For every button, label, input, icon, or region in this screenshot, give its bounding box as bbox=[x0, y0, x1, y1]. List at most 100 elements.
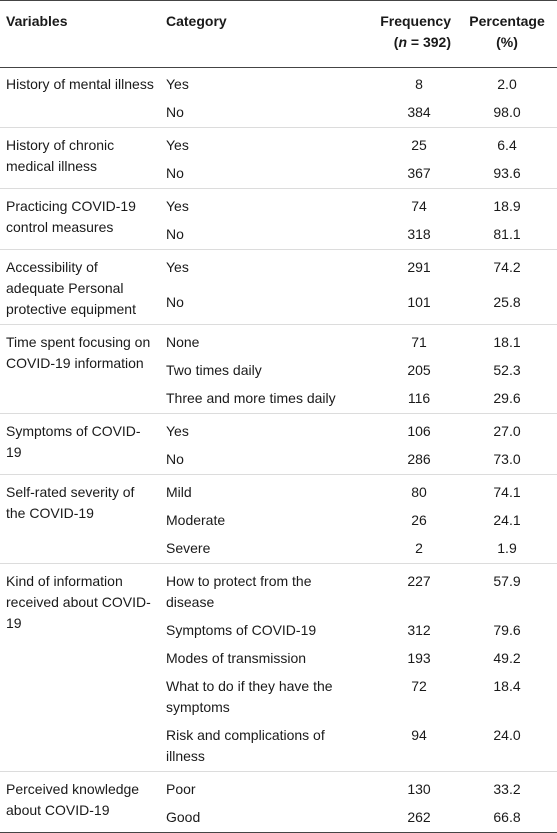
table-row: Symptoms of COVID-19 Yes 106 27.0 bbox=[0, 413, 557, 460]
variable-cell: Accessibility of adequate Personal prote… bbox=[6, 259, 136, 317]
variable-cell: History of mental illness bbox=[6, 76, 154, 92]
header-row: Variables Category Frequency (n = 392) P… bbox=[0, 0, 557, 68]
frequency-cell: 291 bbox=[407, 259, 431, 275]
category-cell: No bbox=[166, 165, 184, 181]
category-cell: Good bbox=[166, 809, 201, 825]
percentage-cell: 25.8 bbox=[493, 294, 521, 311]
table-row: No 367 93.6 bbox=[0, 160, 557, 189]
table-row: No 286 73.0 bbox=[0, 446, 557, 475]
table-row: Moderate 26 24.1 bbox=[0, 507, 557, 535]
frequency-cell: 227 bbox=[407, 573, 431, 589]
frequency-cell: 26 bbox=[411, 512, 427, 528]
frequency-cell: 193 bbox=[407, 650, 431, 666]
table-row: Two times daily 205 52.3 bbox=[0, 357, 557, 385]
category-cell: Yes bbox=[166, 76, 189, 92]
percentage-cell: 24.1 bbox=[493, 512, 521, 528]
table-row: No 318 81.1 bbox=[0, 221, 557, 250]
category-cell: Moderate bbox=[166, 512, 226, 528]
table-row: Self-rated severity of the COVID-19 Mild 8… bbox=[0, 474, 557, 521]
percentage-cell: 27.0 bbox=[493, 423, 521, 439]
category-cell: Risk and complications of illness bbox=[166, 727, 325, 764]
percentage-cell: 6.4 bbox=[497, 137, 517, 153]
category-cell: No bbox=[166, 451, 184, 467]
table-row: Practicing COVID-19 control measures Yes 7… bbox=[0, 188, 557, 235]
variable-cell: Practicing COVID-19 control measures bbox=[6, 198, 136, 235]
percentage-cell: 81.1 bbox=[493, 226, 521, 242]
category-cell: How to protect from the disease bbox=[166, 573, 312, 610]
percentage-cell: 24.0 bbox=[493, 727, 521, 743]
category-cell: Symptoms of COVID-19 bbox=[166, 622, 317, 638]
category-cell: Poor bbox=[166, 781, 196, 797]
category-cell: No bbox=[166, 104, 184, 120]
header-frequency-n: n bbox=[398, 34, 408, 50]
frequency-cell: 72 bbox=[411, 678, 427, 694]
category-cell: Mild bbox=[166, 484, 192, 500]
category-cell: Yes bbox=[166, 423, 189, 439]
category-cell: What to do if they have the symptoms bbox=[166, 678, 333, 715]
table-row: What to do if they have the symptoms 72 18… bbox=[0, 673, 557, 722]
category-cell: Yes bbox=[166, 259, 189, 275]
percentage-cell: 74.2 bbox=[493, 259, 521, 275]
frequency-cell: 2 bbox=[415, 540, 423, 556]
header-percentage-label: Percentage bbox=[469, 13, 545, 29]
table-row: Perceived knowledge about COVID-19 Poor 13… bbox=[0, 771, 557, 818]
frequency-cell: 130 bbox=[407, 781, 431, 797]
percentage-cell: 29.6 bbox=[493, 390, 521, 406]
frequency-cell: 116 bbox=[407, 390, 431, 406]
table-header: Variables Category Frequency (n = 392) P… bbox=[0, 0, 557, 68]
percentage-cell: 1.9 bbox=[497, 540, 517, 556]
table-row: Accessibility of adequate Personal prote… bbox=[0, 249, 557, 317]
percentage-cell: 73.0 bbox=[493, 451, 521, 467]
header-frequency: Frequency (n = 392) bbox=[357, 0, 457, 68]
table-row: Severe 2 1.9 bbox=[0, 535, 557, 564]
frequency-cell: 25 bbox=[411, 137, 427, 153]
percentage-cell: 52.3 bbox=[493, 362, 521, 378]
frequency-cell: 384 bbox=[407, 104, 431, 120]
variable-cell: Kind of information received about COVID… bbox=[6, 573, 151, 631]
percentage-cell: 18.9 bbox=[493, 198, 521, 214]
category-cell: None bbox=[166, 334, 200, 350]
percentage-cell: 74.1 bbox=[493, 484, 521, 500]
percentage-cell: 2.0 bbox=[497, 76, 517, 92]
header-category: Category bbox=[160, 0, 357, 68]
percentage-cell: 33.2 bbox=[493, 781, 521, 797]
percentage-cell: 93.6 bbox=[493, 165, 521, 181]
table-row: No 384 98.0 bbox=[0, 99, 557, 128]
percentage-cell: 18.4 bbox=[493, 678, 521, 694]
frequency-cell: 101 bbox=[407, 294, 431, 311]
table-row: History of chronic medical illness Yes 25 6… bbox=[0, 127, 557, 174]
variable-cell: Time spent focusing on COVID-19 informat… bbox=[6, 334, 151, 371]
category-cell: Yes bbox=[166, 198, 189, 214]
frequency-cell: 8 bbox=[415, 76, 423, 92]
frequency-cell: 74 bbox=[411, 198, 427, 214]
category-cell: No bbox=[166, 294, 184, 311]
header-frequency-total: = 392) bbox=[407, 34, 451, 50]
category-cell: Yes bbox=[166, 137, 189, 153]
header-frequency-label: Frequency bbox=[380, 13, 451, 29]
category-cell: Two times daily bbox=[166, 362, 262, 378]
frequency-cell: 312 bbox=[407, 622, 431, 638]
table-row: Kind of information received about COVID… bbox=[0, 563, 557, 631]
category-cell: Three and more times daily bbox=[166, 390, 336, 406]
frequency-cell: 106 bbox=[407, 423, 431, 439]
frequency-cell: 367 bbox=[407, 165, 431, 181]
frequency-cell: 71 bbox=[411, 334, 427, 350]
percentage-cell: 98.0 bbox=[493, 104, 521, 120]
table-row: Risk and complications of illness 94 24.0 bbox=[0, 722, 557, 772]
frequency-cell: 205 bbox=[407, 362, 431, 378]
header-variables: Variables bbox=[0, 0, 160, 68]
category-cell: Severe bbox=[166, 540, 211, 556]
percentage-cell: 79.6 bbox=[493, 622, 521, 638]
table-row: Three and more times daily 116 29.6 bbox=[0, 385, 557, 414]
table-row: Modes of transmission 193 49.2 bbox=[0, 645, 557, 673]
variable-cell: Symptoms of COVID-19 bbox=[6, 423, 141, 460]
category-cell: Modes of transmission bbox=[166, 650, 307, 666]
variable-cell: Self-rated severity of the COVID-19 bbox=[6, 484, 135, 521]
percentage-cell: 18.1 bbox=[493, 334, 521, 350]
percentage-cell: 57.9 bbox=[493, 573, 521, 589]
percentage-cell: 49.2 bbox=[493, 650, 521, 666]
table-row: Time spent focusing on COVID-19 informat… bbox=[0, 324, 557, 371]
table-body: History of mental illness Yes 8 2.0 No 384 98.… bbox=[0, 68, 557, 833]
frequency-cell: 318 bbox=[407, 226, 431, 242]
